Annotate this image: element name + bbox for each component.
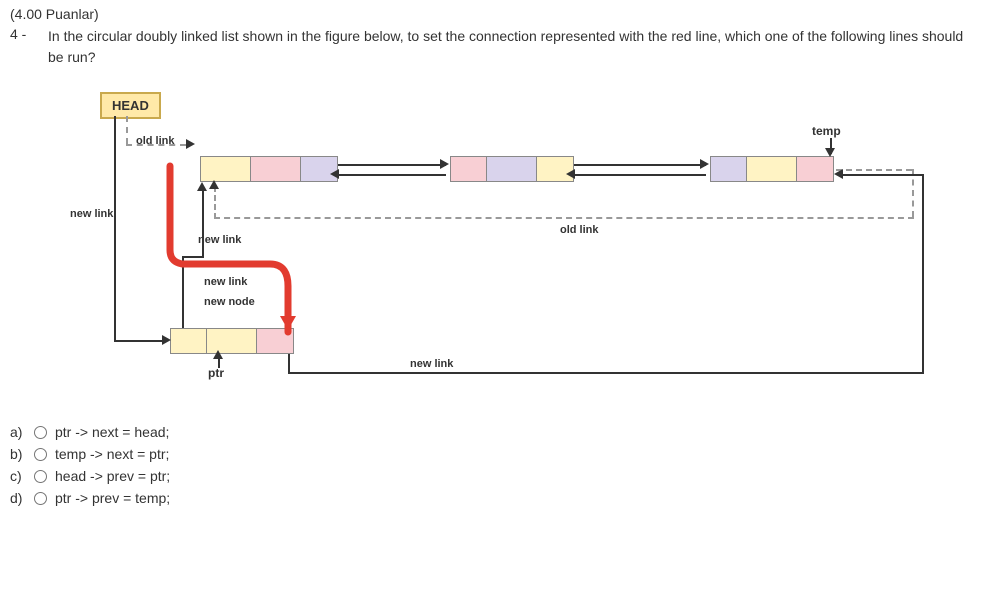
ptr-label: ptr xyxy=(208,366,224,380)
new-link-label-left: new link xyxy=(70,208,113,220)
temp-label: temp xyxy=(812,124,841,138)
head-box: HEAD xyxy=(100,92,161,119)
option-row: b) temp -> next = ptr; xyxy=(10,446,971,462)
link-line xyxy=(574,174,706,176)
option-letter: d) xyxy=(10,490,26,506)
option-radio[interactable] xyxy=(34,426,47,439)
link-line xyxy=(182,256,202,258)
link-line xyxy=(202,186,204,258)
points-text: (4.00 Puanlar) xyxy=(10,6,971,22)
new-link-label-b1: new link xyxy=(198,234,241,246)
link-line xyxy=(114,340,166,342)
link-line xyxy=(922,174,924,374)
arrowhead-icon xyxy=(209,180,219,189)
old-link-label-mid: old link xyxy=(560,224,599,236)
link-line xyxy=(214,217,914,219)
link-line xyxy=(182,256,184,328)
question-number: 4 - xyxy=(10,26,38,68)
node-new xyxy=(170,328,294,354)
option-text: temp -> next = ptr; xyxy=(55,446,169,462)
question-row: 4 - In the circular doubly linked list s… xyxy=(10,26,971,68)
link-line xyxy=(114,116,116,340)
option-letter: b) xyxy=(10,446,26,462)
link-line xyxy=(912,169,914,217)
option-letter: a) xyxy=(10,424,26,440)
arrowhead-icon xyxy=(440,159,449,169)
option-radio[interactable] xyxy=(34,470,47,483)
node-cell xyxy=(171,329,207,353)
link-line xyxy=(292,372,924,374)
linked-list-diagram: HEAD temp old link new link old link new… xyxy=(70,86,950,406)
node-cell xyxy=(451,157,487,181)
node-cell xyxy=(747,157,797,181)
option-row: c) head -> prev = ptr; xyxy=(10,468,971,484)
node-head xyxy=(200,156,338,182)
new-link-label-b2: new link xyxy=(204,276,247,288)
option-radio[interactable] xyxy=(34,492,47,505)
node-cell xyxy=(487,157,537,181)
arrowhead-icon xyxy=(566,169,575,179)
link-line xyxy=(214,186,216,219)
link-line xyxy=(338,164,446,166)
option-letter: c) xyxy=(10,468,26,484)
arrowhead-icon xyxy=(162,335,171,345)
arrowhead-icon xyxy=(825,148,835,157)
link-line xyxy=(288,372,294,374)
arrowhead-icon xyxy=(186,139,195,149)
new-node-label: new node xyxy=(204,296,255,308)
arrowhead-icon xyxy=(330,169,339,179)
option-row: a) ptr -> next = head; xyxy=(10,424,971,440)
link-line xyxy=(126,116,128,144)
link-line xyxy=(126,144,186,146)
arrowhead-icon xyxy=(834,169,843,179)
option-radio[interactable] xyxy=(34,448,47,461)
option-text: head -> prev = ptr; xyxy=(55,468,170,484)
new-link-label-right: new link xyxy=(410,358,453,370)
option-row: d) ptr -> prev = temp; xyxy=(10,490,971,506)
options-list: a) ptr -> next = head; b) temp -> next =… xyxy=(10,424,971,506)
arrowhead-icon xyxy=(213,350,223,359)
node-cell xyxy=(251,157,301,181)
option-text: ptr -> next = head; xyxy=(55,424,169,440)
question-text: In the circular doubly linked list shown… xyxy=(48,26,971,68)
link-line xyxy=(288,354,290,374)
arrowhead-icon xyxy=(700,159,709,169)
node-cell xyxy=(711,157,747,181)
node-cell xyxy=(797,157,833,181)
link-line xyxy=(836,169,912,171)
option-text: ptr -> prev = temp; xyxy=(55,490,170,506)
link-line xyxy=(574,164,706,166)
link-line xyxy=(840,174,924,176)
node-middle xyxy=(450,156,574,182)
node-temp xyxy=(710,156,834,182)
node-cell xyxy=(201,157,251,181)
node-cell xyxy=(257,329,293,353)
link-line xyxy=(338,174,446,176)
